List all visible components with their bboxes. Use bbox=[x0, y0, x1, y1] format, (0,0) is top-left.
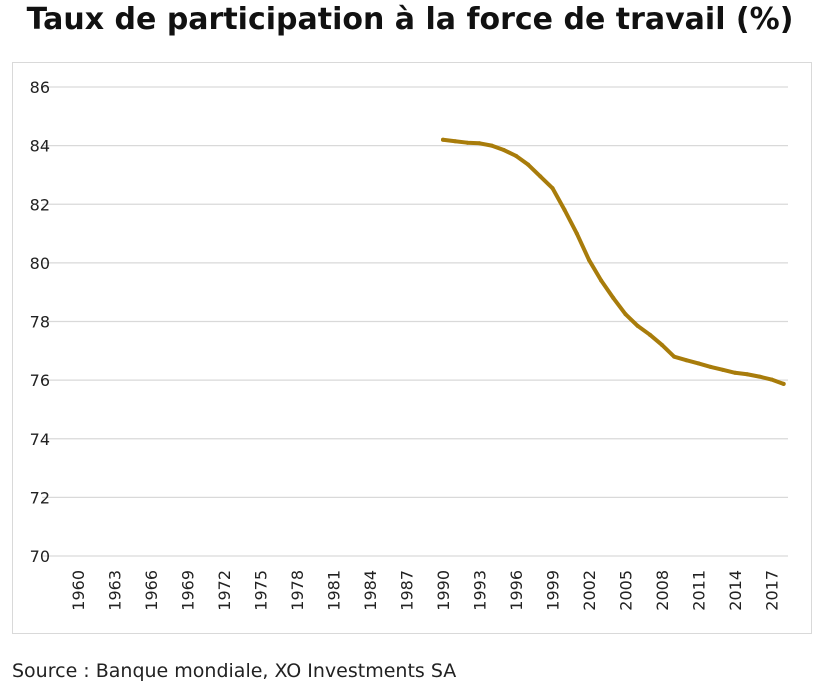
chart-frame bbox=[12, 62, 812, 634]
x-tick-label: 1972 bbox=[215, 570, 234, 611]
x-tick-label: 2005 bbox=[617, 570, 636, 611]
data-point bbox=[635, 323, 640, 328]
x-tick-label: 1978 bbox=[288, 570, 307, 611]
x-tick-label: 1960 bbox=[69, 570, 88, 611]
y-tick-label: 84 bbox=[30, 137, 50, 156]
x-tick-label: 1969 bbox=[179, 570, 198, 611]
data-point bbox=[781, 381, 786, 386]
data-point bbox=[647, 332, 652, 337]
data-point bbox=[745, 372, 750, 377]
data-point bbox=[514, 153, 518, 158]
x-tick-label: 2002 bbox=[580, 570, 599, 611]
data-point bbox=[574, 231, 579, 236]
data-point bbox=[453, 139, 458, 144]
y-tick-label: 80 bbox=[30, 254, 50, 273]
x-tick-label: 1990 bbox=[434, 570, 453, 611]
series-line bbox=[441, 137, 786, 386]
data-point bbox=[757, 374, 762, 379]
data-point bbox=[489, 143, 494, 148]
x-tick-label: 1993 bbox=[471, 570, 490, 611]
x-tick-label: 1984 bbox=[361, 570, 380, 611]
chart-title: Taux de participation à la force de trav… bbox=[26, 2, 794, 37]
y-tick-label: 72 bbox=[30, 488, 50, 507]
data-point bbox=[696, 361, 701, 366]
x-tick-label: 1975 bbox=[252, 570, 271, 611]
source-note: Source : Banque mondiale, XO Investments… bbox=[12, 660, 457, 682]
data-point bbox=[562, 208, 567, 213]
data-point bbox=[733, 370, 737, 375]
y-tick-label: 82 bbox=[30, 195, 50, 214]
y-tick-label: 86 bbox=[30, 78, 50, 97]
data-point bbox=[660, 342, 664, 347]
data-point bbox=[477, 141, 482, 146]
x-tick-label: 1981 bbox=[325, 570, 344, 611]
data-point bbox=[599, 278, 604, 283]
data-point bbox=[623, 312, 628, 317]
data-point bbox=[441, 137, 445, 142]
x-tick-label: 1987 bbox=[398, 570, 417, 611]
x-axis-ticks: 1960 1963 1966 1969 1972 1975 1978 1981 1984 1987… bbox=[69, 570, 782, 611]
data-point bbox=[465, 140, 470, 145]
x-tick-label: 1996 bbox=[507, 570, 526, 611]
data-point bbox=[769, 377, 774, 382]
x-tick-label: 1966 bbox=[142, 570, 161, 611]
y-tick-label: 76 bbox=[30, 371, 50, 390]
data-point bbox=[526, 162, 531, 167]
data-point bbox=[611, 296, 616, 301]
x-tick-label: 2008 bbox=[653, 570, 672, 611]
y-tick-label: 74 bbox=[30, 430, 50, 449]
x-tick-label: 2011 bbox=[690, 570, 709, 611]
data-point bbox=[720, 367, 725, 372]
data-point bbox=[684, 358, 689, 363]
y-axis-ticks: 70 72 74 76 78 80 82 84 86 bbox=[30, 78, 50, 566]
y-tick-label: 78 bbox=[30, 313, 50, 332]
data-point bbox=[708, 364, 713, 369]
x-tick-label: 1963 bbox=[106, 570, 125, 611]
series-layer bbox=[441, 137, 786, 386]
data-point bbox=[550, 186, 555, 191]
x-tick-label: 2017 bbox=[763, 570, 782, 611]
data-point bbox=[501, 148, 506, 153]
y-tick-label: 70 bbox=[30, 547, 50, 566]
x-tick-label: 1999 bbox=[544, 570, 563, 611]
data-point bbox=[587, 257, 591, 262]
data-point bbox=[538, 174, 543, 179]
gridlines bbox=[42, 86, 788, 557]
data-point bbox=[672, 354, 677, 359]
x-tick-label: 2014 bbox=[726, 570, 745, 611]
